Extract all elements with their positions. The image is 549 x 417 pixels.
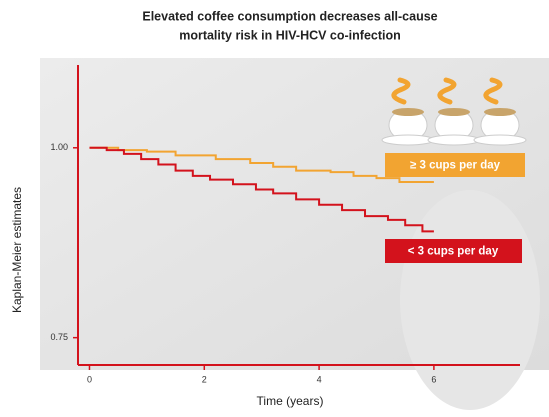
bean-decoration (400, 190, 540, 410)
legend-label: ≥ 3 cups per day (410, 160, 501, 172)
x-tick-label: 6 (431, 374, 436, 384)
y-tick-label: 1.00 (50, 142, 68, 152)
y-axis-label: Kaplan-Meier estimates (10, 187, 24, 313)
x-tick-label: 0 (87, 374, 92, 384)
x-tick-label: 4 (317, 374, 322, 384)
x-tick-label: 2 (202, 374, 207, 384)
x-axis-label: Time (years) (257, 394, 324, 408)
y-tick-label: 0.75 (50, 332, 68, 342)
legend-entry: ≥ 3 cups per day (385, 153, 525, 177)
legend-entry: < 3 cups per day (385, 239, 522, 263)
chart-title: mortality risk in HIV-HCV co-infection (179, 28, 401, 42)
chart-title: Elevated coffee consumption decreases al… (142, 9, 437, 23)
legend-label: < 3 cups per day (408, 246, 499, 258)
chart: Elevated coffee consumption decreases al… (0, 0, 549, 412)
